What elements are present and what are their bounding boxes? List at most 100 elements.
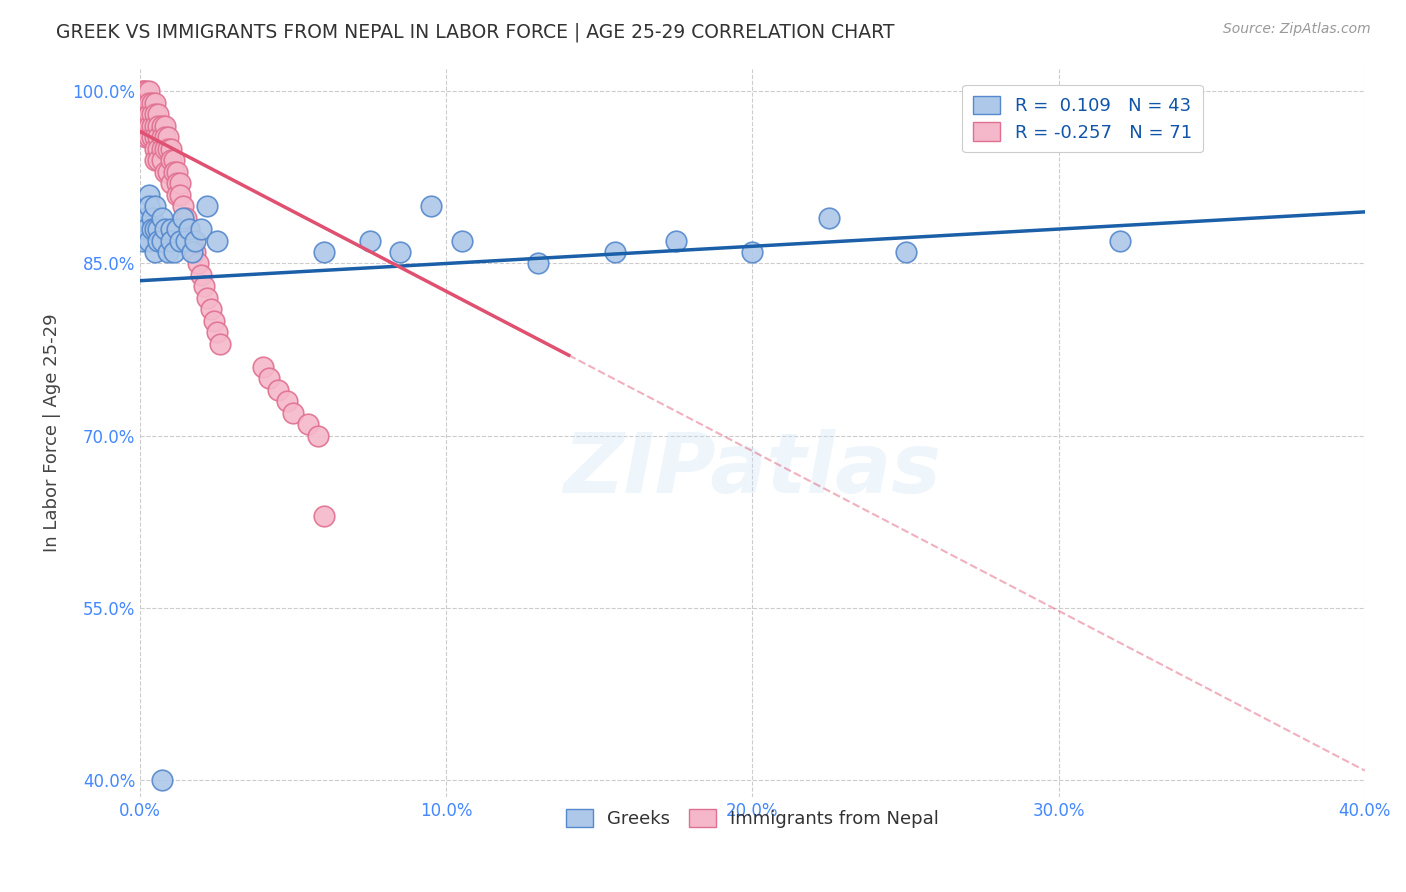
Point	[208, 336, 231, 351]
Point	[141, 130, 163, 145]
Point	[150, 130, 173, 145]
Point	[141, 119, 163, 133]
Point	[450, 234, 472, 248]
Point	[153, 130, 176, 145]
Point	[138, 119, 160, 133]
Point	[150, 153, 173, 168]
Point	[138, 107, 160, 121]
Point	[138, 187, 160, 202]
Point	[200, 302, 222, 317]
Point	[181, 234, 204, 248]
Point	[297, 417, 319, 431]
Point	[135, 211, 157, 225]
Point	[145, 245, 167, 260]
Point	[307, 428, 329, 442]
Text: GREEK VS IMMIGRANTS FROM NEPAL IN LABOR FORCE | AGE 25-29 CORRELATION CHART: GREEK VS IMMIGRANTS FROM NEPAL IN LABOR …	[56, 22, 894, 42]
Point	[156, 165, 179, 179]
Point	[389, 245, 412, 260]
Point	[138, 130, 160, 145]
Point	[197, 199, 219, 213]
Point	[132, 234, 155, 248]
Point	[135, 222, 157, 236]
Point	[153, 142, 176, 156]
Point	[132, 95, 155, 110]
Point	[312, 245, 335, 260]
Point	[159, 234, 181, 248]
Y-axis label: In Labor Force | Age 25-29: In Labor Force | Age 25-29	[44, 313, 60, 552]
Point	[166, 187, 188, 202]
Point	[197, 291, 219, 305]
Point	[159, 142, 181, 156]
Point	[205, 234, 228, 248]
Point	[135, 85, 157, 99]
Point	[894, 245, 917, 260]
Point	[603, 245, 626, 260]
Point	[148, 119, 170, 133]
Point	[159, 222, 181, 236]
Point	[172, 199, 194, 213]
Point	[145, 153, 167, 168]
Point	[177, 222, 200, 236]
Point	[193, 279, 215, 293]
Point	[163, 153, 186, 168]
Point	[145, 119, 167, 133]
Point	[135, 130, 157, 145]
Point	[141, 211, 163, 225]
Point	[138, 85, 160, 99]
Point	[172, 211, 194, 225]
Point	[190, 268, 212, 282]
Point	[153, 222, 176, 236]
Point	[169, 234, 191, 248]
Point	[132, 85, 155, 99]
Point	[141, 107, 163, 121]
Point	[1108, 234, 1130, 248]
Point	[181, 245, 204, 260]
Point	[156, 142, 179, 156]
Point	[153, 165, 176, 179]
Point	[145, 199, 167, 213]
Point	[163, 165, 186, 179]
Point	[276, 394, 298, 409]
Point	[150, 234, 173, 248]
Point	[141, 222, 163, 236]
Point	[166, 222, 188, 236]
Point	[190, 222, 212, 236]
Point	[132, 85, 155, 99]
Point	[145, 142, 167, 156]
Point	[135, 119, 157, 133]
Point	[138, 234, 160, 248]
Point	[163, 245, 186, 260]
Point	[138, 199, 160, 213]
Point	[135, 95, 157, 110]
Point	[156, 130, 179, 145]
Legend: Greeks, Immigrants from Nepal: Greeks, Immigrants from Nepal	[558, 801, 946, 835]
Point	[202, 314, 225, 328]
Point	[145, 107, 167, 121]
Point	[150, 142, 173, 156]
Point	[156, 245, 179, 260]
Text: ZIPatlas: ZIPatlas	[564, 428, 942, 509]
Point	[148, 130, 170, 145]
Point	[177, 234, 200, 248]
Point	[145, 95, 167, 110]
Point	[665, 234, 688, 248]
Point	[184, 245, 207, 260]
Point	[187, 256, 209, 270]
Point	[148, 234, 170, 248]
Point	[148, 107, 170, 121]
Point	[359, 234, 381, 248]
Point	[205, 326, 228, 340]
Point	[420, 199, 443, 213]
Point	[257, 371, 280, 385]
Point	[252, 359, 274, 374]
Point	[741, 245, 763, 260]
Point	[148, 142, 170, 156]
Point	[527, 256, 550, 270]
Point	[148, 153, 170, 168]
Point	[184, 234, 207, 248]
Point	[150, 772, 173, 787]
Point	[150, 119, 173, 133]
Point	[169, 187, 191, 202]
Point	[267, 383, 290, 397]
Point	[138, 95, 160, 110]
